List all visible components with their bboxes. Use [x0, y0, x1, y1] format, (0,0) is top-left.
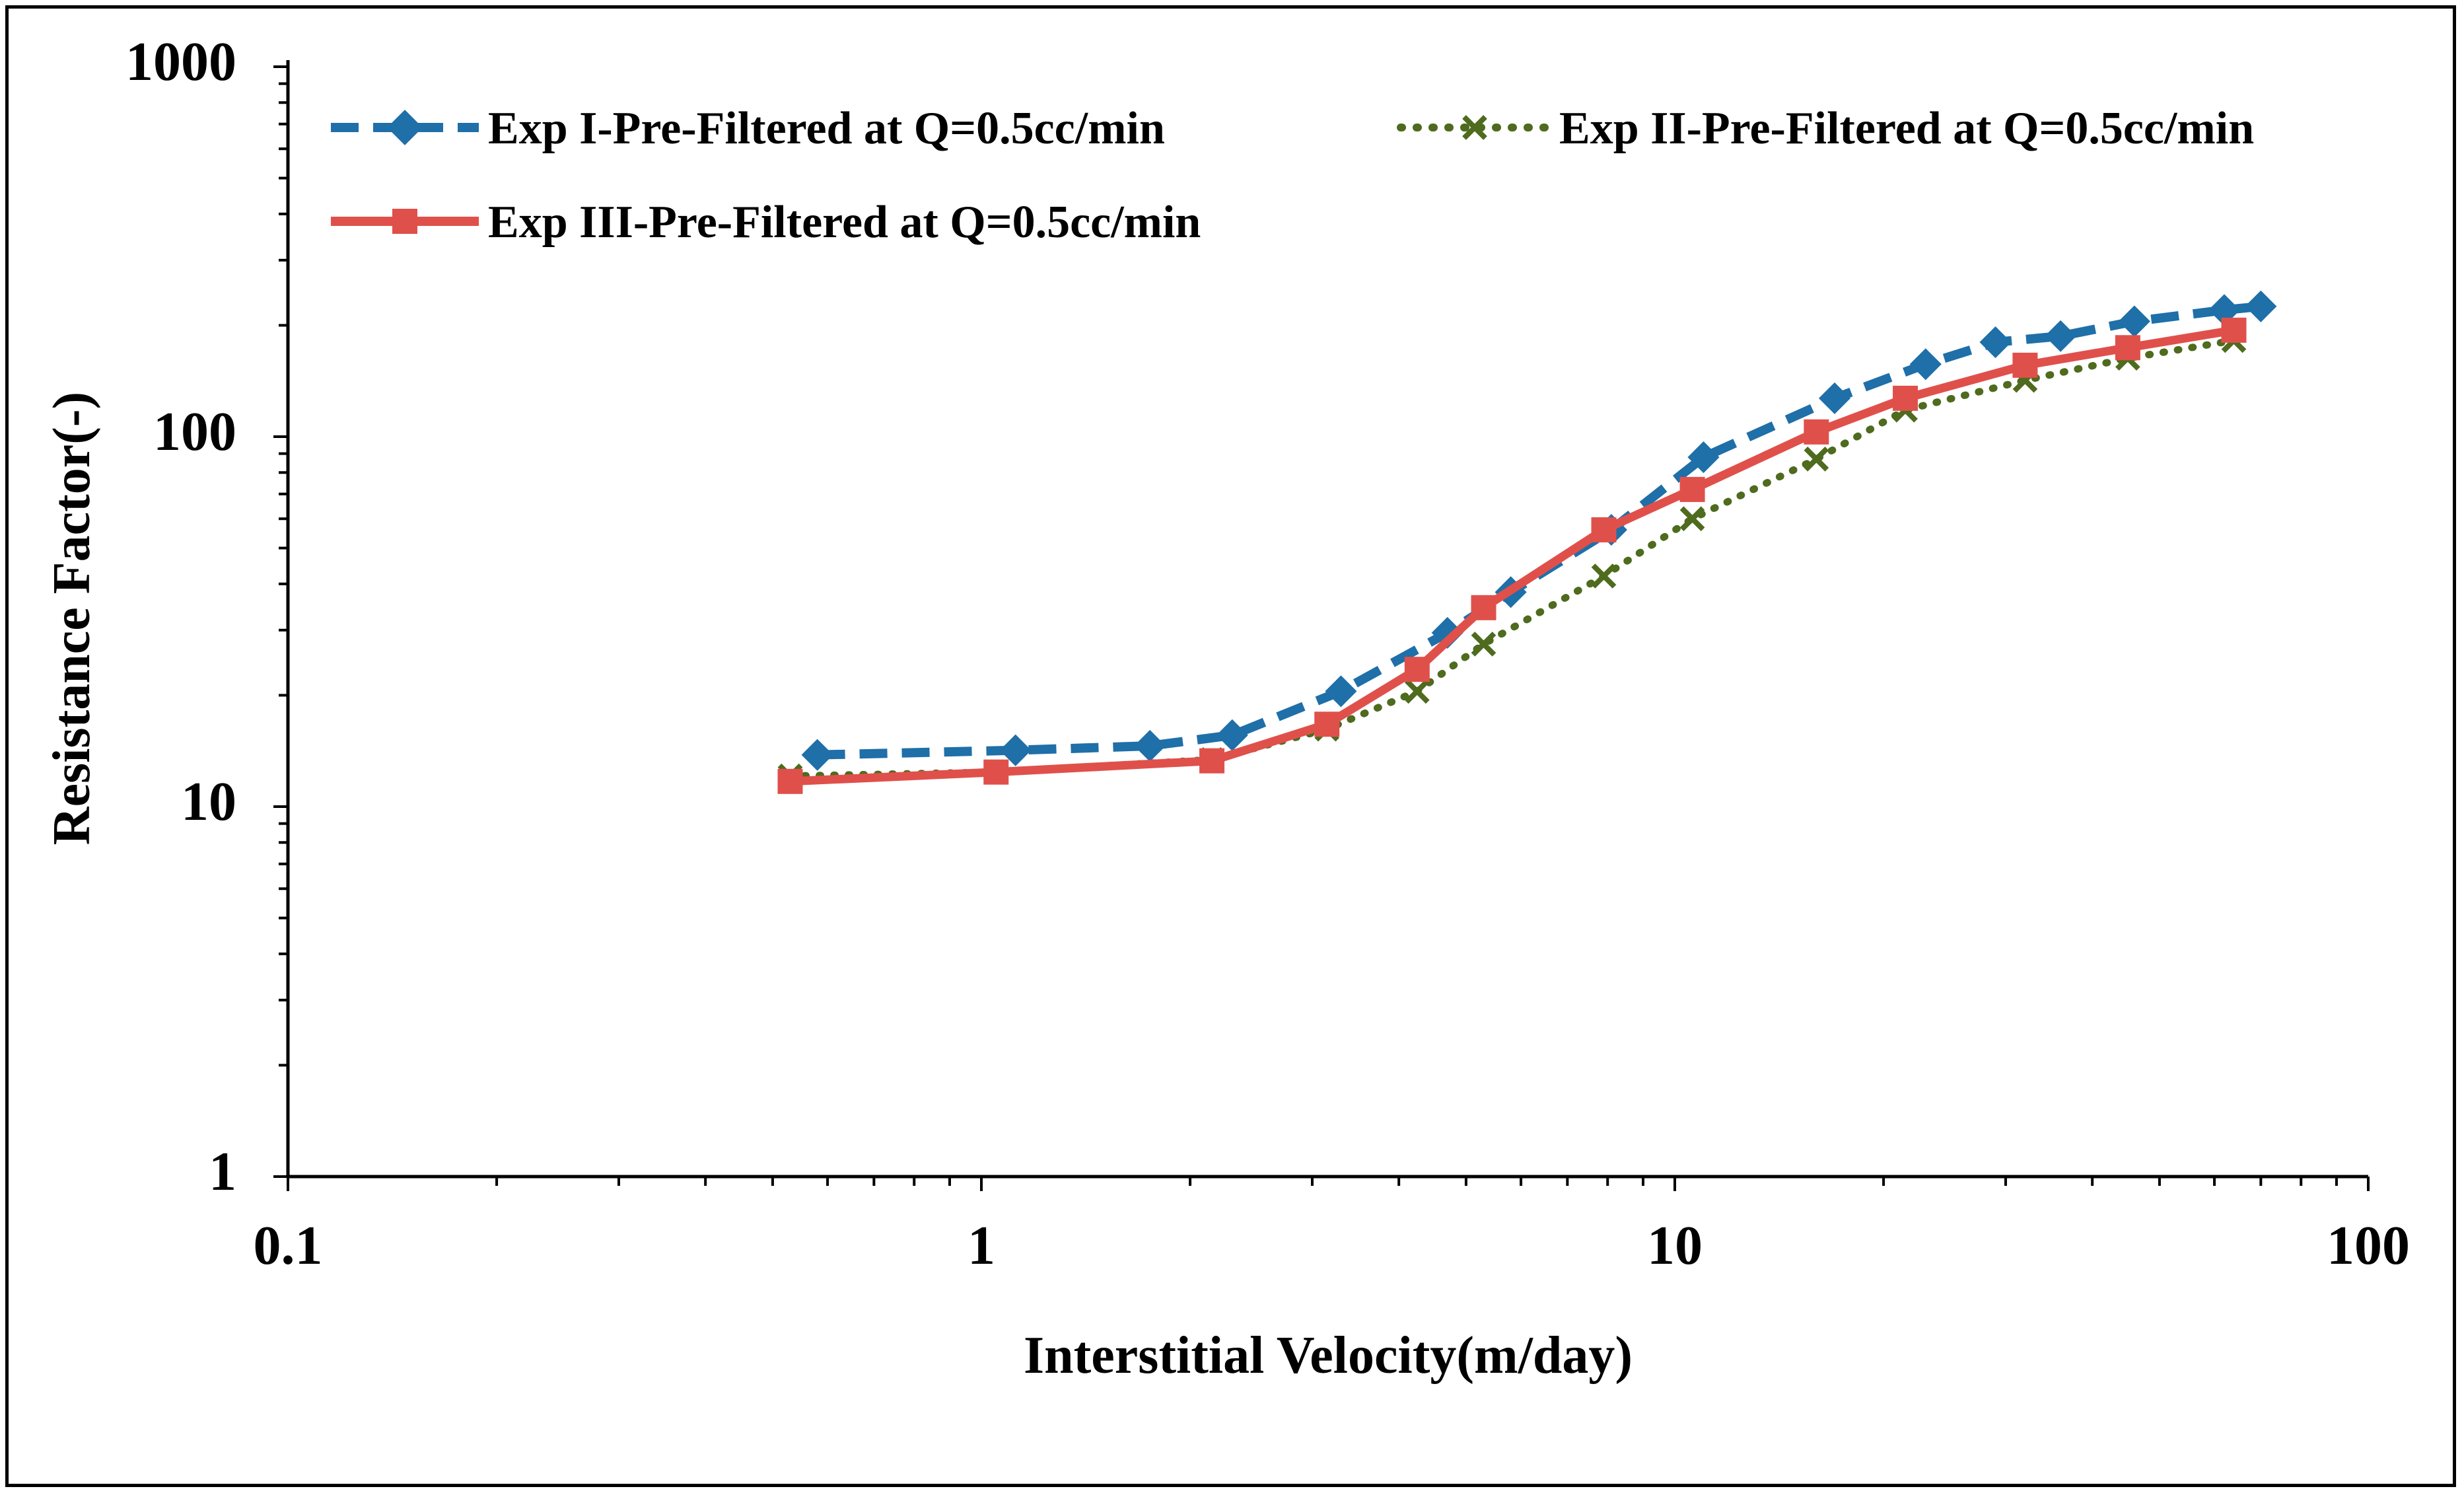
y-tick-labels: 1 10 100 1000 — [125, 31, 236, 1202]
y-tick-label-100: 100 — [153, 401, 236, 462]
data-point-s1-14 — [2118, 305, 2150, 338]
y-tick-label-10: 10 — [181, 771, 236, 832]
data-point-s1-1 — [801, 739, 833, 771]
data-point-s3-6 — [1471, 595, 1496, 620]
x-axis-title: Interstitial Velocity(m/day) — [1024, 1327, 1633, 1385]
legend-marker-exp-2 — [1462, 115, 1487, 140]
x-tick-label-0.1: 0.1 — [254, 1215, 323, 1276]
data-point-s3-3 — [1199, 748, 1225, 774]
series-line-2 — [787, 336, 2237, 780]
data-point-s1-5 — [1325, 675, 1357, 708]
series-line-3 — [790, 326, 2235, 786]
data-point-s3-4 — [1314, 711, 1340, 737]
data-point-s3-12 — [2115, 335, 2140, 361]
data-point-s1-9 — [1687, 441, 1720, 474]
data-point-s3-5 — [1404, 657, 1430, 682]
data-point-s3-2 — [983, 759, 1009, 785]
data-point-s3-10 — [1893, 385, 1918, 411]
legend-entry-exp-1: Exp I-Pre-Filtered at Q=0.5cc/min — [331, 103, 1165, 154]
data-point-s3-11 — [2012, 352, 2038, 378]
legend-entry-exp-2: Exp II-Pre-Filtered at Q=0.5cc/min — [1397, 103, 2254, 154]
series-2 — [777, 328, 2247, 789]
data-point-s3-7 — [1591, 517, 1617, 543]
x-minor-ticks — [287, 1177, 2370, 1191]
x-tick-labels: 0.1 1 10 100 — [254, 1215, 2411, 1276]
data-point-s1-11 — [1909, 348, 1942, 381]
data-point-s2-8 — [1679, 506, 1705, 532]
axes — [286, 60, 2368, 1179]
chart-svg: 1 10 100 1000 0.1 1 10 100 Interstitial … — [43, 31, 2411, 1385]
y-axis-title: Resistance Factor(-) — [43, 392, 101, 845]
chart-frame: 1 10 100 1000 0.1 1 10 100 Interstitial … — [5, 5, 2456, 1487]
data-point-s1-10 — [1818, 382, 1851, 414]
series-line-1 — [817, 301, 2262, 760]
data-point-s3-1 — [777, 768, 803, 794]
data-point-s3-13 — [2221, 317, 2247, 343]
legend: Exp I-Pre-Filtered at Q=0.5cc/min Exp II… — [331, 103, 2254, 248]
data-point-s3-9 — [1804, 419, 1829, 445]
y-minor-ticks — [273, 65, 288, 1178]
data-point-s2-7 — [1591, 564, 1617, 589]
y-tick-label-1000: 1000 — [125, 31, 236, 92]
legend-entry-exp-3: Exp III-Pre-Filtered at Q=0.5cc/min — [331, 197, 1201, 248]
legend-marker-exp-1 — [387, 110, 423, 145]
x-tick-label-1: 1 — [968, 1215, 995, 1276]
series-3 — [777, 317, 2247, 794]
data-point-s1-12 — [1979, 326, 2012, 359]
x-tick-label-10: 10 — [1647, 1215, 1703, 1276]
data-point-s1-16 — [2245, 290, 2277, 322]
legend-label-exp-3: Exp III-Pre-Filtered at Q=0.5cc/min — [488, 197, 1201, 248]
x-tick-label-100: 100 — [2327, 1215, 2410, 1276]
data-point-s1-3 — [1134, 729, 1166, 762]
data-point-s2-5 — [1404, 678, 1430, 704]
legend-marker-exp-3 — [392, 209, 417, 234]
series-layer — [777, 290, 2277, 794]
data-point-s2-6 — [1471, 632, 1496, 657]
y-tick-label-1: 1 — [209, 1141, 236, 1202]
data-point-s1-13 — [2045, 320, 2077, 352]
data-point-s2-9 — [1804, 447, 1829, 472]
legend-label-exp-1: Exp I-Pre-Filtered at Q=0.5cc/min — [488, 103, 1165, 154]
legend-label-exp-2: Exp II-Pre-Filtered at Q=0.5cc/min — [1559, 103, 2254, 154]
data-point-s1-6 — [1431, 616, 1463, 649]
data-point-s3-8 — [1679, 476, 1705, 502]
